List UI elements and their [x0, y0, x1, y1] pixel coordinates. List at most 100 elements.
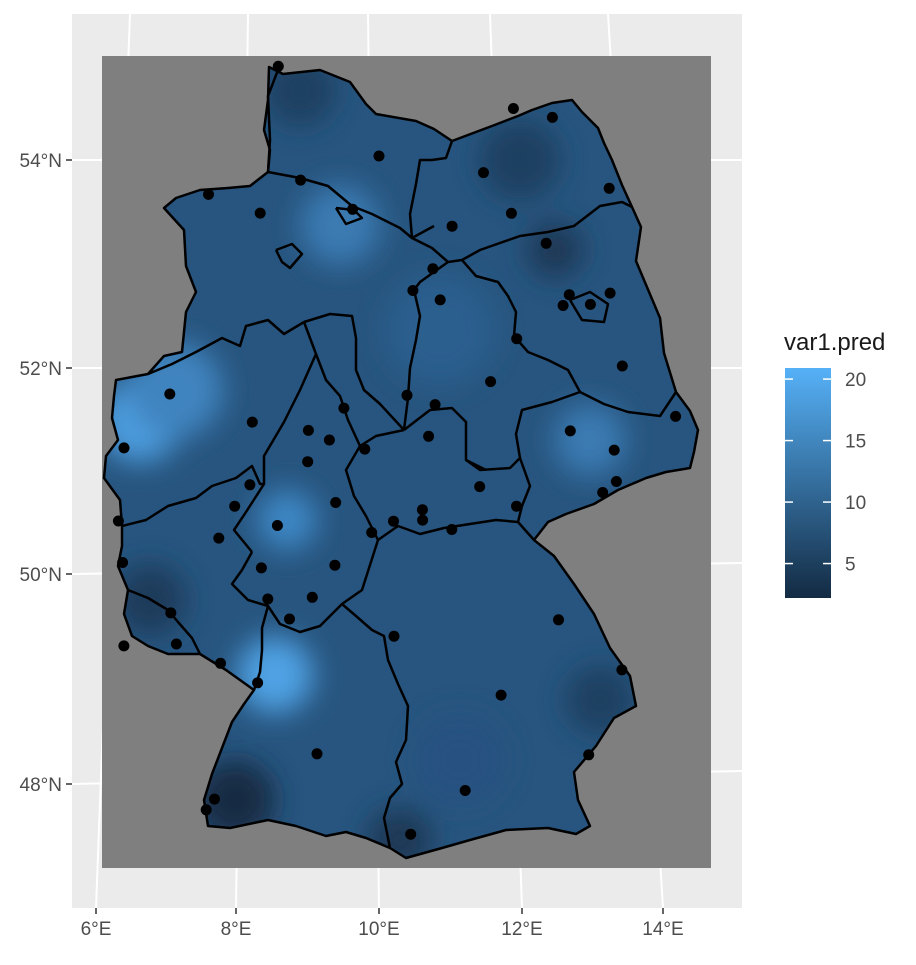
- border-th-bavaria: [377, 518, 519, 542]
- border-hessen-bavaria-bw: [230, 539, 380, 634]
- border-nrw-nds-east: [302, 321, 362, 447]
- station-point: [295, 174, 307, 186]
- station-point: [563, 289, 575, 301]
- highlight-hamburg: [300, 185, 380, 265]
- border-sh-west: [266, 69, 280, 173]
- highlight-saxony: [554, 404, 626, 476]
- station-point: [164, 388, 176, 400]
- station-point: [246, 416, 258, 428]
- station-point: [583, 749, 595, 761]
- station-point: [597, 487, 609, 498]
- station-point: [302, 456, 314, 468]
- station-point: [347, 203, 359, 215]
- border-berlin: [568, 290, 610, 324]
- station-point: [610, 476, 622, 487]
- station-point: [446, 524, 458, 535]
- station-point: [306, 591, 318, 603]
- border-nrw-hessen-rlp: [232, 353, 318, 553]
- border-hessen-thuringia: [344, 428, 405, 541]
- legend-title: var1.pred: [784, 329, 885, 356]
- legend: var1.pred 20 15 10 5: [784, 329, 885, 598]
- low-brandenburg: [527, 222, 583, 278]
- x-tick-label: 6°E: [81, 919, 112, 940]
- tone-upper-bavaria: [414, 714, 506, 806]
- station-point: [446, 220, 458, 232]
- station-point: [416, 504, 428, 516]
- legend-tick-label: 15: [845, 432, 866, 453]
- station-point: [118, 640, 130, 652]
- border-nrw-nds: [147, 318, 305, 376]
- station-point: [564, 425, 576, 437]
- station-point: [255, 562, 267, 574]
- station-point: [388, 515, 399, 527]
- y-tick-label: 50°N: [20, 565, 62, 586]
- low-black-forest: [195, 760, 275, 840]
- station-point: [170, 638, 182, 650]
- border-nds-hessen: [303, 312, 405, 431]
- station-point: [540, 237, 552, 249]
- highlight-upper-rhine: [237, 637, 313, 713]
- station-point: [584, 298, 596, 310]
- station-point: [604, 287, 616, 299]
- station-point: [417, 514, 429, 526]
- border-st-th-north: [403, 406, 487, 472]
- station-point: [553, 614, 564, 626]
- x-tick-label: 14°E: [642, 919, 683, 940]
- station-point: [366, 527, 378, 538]
- station-point: [511, 333, 523, 345]
- station-point: [215, 657, 226, 669]
- station-point: [407, 285, 419, 296]
- x-tick-label: 8°E: [221, 919, 252, 940]
- station-point: [485, 376, 497, 388]
- station-point: [254, 207, 266, 219]
- station-point: [112, 515, 124, 527]
- axis-ticks: [66, 159, 664, 914]
- station-point: [478, 167, 489, 179]
- station-point: [311, 748, 323, 760]
- border-st-brandenburg: [461, 259, 582, 393]
- station-point: [323, 434, 335, 446]
- legend-colorbar: [785, 368, 831, 598]
- station-point: [495, 689, 507, 701]
- station-point: [118, 442, 130, 454]
- station-point: [388, 630, 400, 642]
- station-point: [165, 607, 177, 619]
- y-tick-label: 48°N: [20, 775, 62, 796]
- legend-ticks: 20 15 10 5: [785, 370, 866, 576]
- surface-variation: [104, 67, 634, 858]
- station-point: [271, 520, 283, 531]
- station-point: [213, 532, 225, 544]
- station-point: [262, 593, 274, 605]
- station-point: [284, 613, 295, 625]
- low-mecklenburg: [480, 120, 560, 200]
- station-point: [616, 360, 628, 372]
- station-point: [434, 294, 446, 306]
- x-tick-label: 12°E: [501, 919, 542, 940]
- station-point: [670, 410, 682, 422]
- border-brandenburg-saxony: [579, 390, 678, 418]
- station-point: [557, 300, 569, 311]
- border-nrw-rlp: [121, 464, 264, 528]
- station-point: [474, 481, 486, 493]
- axis-labels: 54°N 52°N 50°N 48°N 6°E 8°E 10°E 12°E 14…: [20, 151, 684, 940]
- station-point: [608, 444, 620, 456]
- x-tick-label: 10°E: [358, 919, 399, 940]
- station-point: [359, 443, 371, 455]
- border-nds-sachsen-anhalt: [402, 260, 449, 431]
- highlight-hesse: [257, 490, 317, 550]
- station-point: [329, 559, 341, 571]
- station-point: [200, 804, 212, 816]
- station-point: [272, 60, 284, 72]
- y-tick-label: 52°N: [20, 359, 62, 380]
- station-point: [511, 500, 522, 512]
- station-point: [423, 430, 435, 442]
- station-points: [112, 60, 682, 840]
- station-point: [507, 103, 519, 114]
- station-point: [330, 497, 342, 508]
- station-point: [616, 664, 628, 676]
- station-point: [373, 150, 385, 162]
- station-point: [603, 182, 615, 194]
- station-point: [429, 399, 441, 411]
